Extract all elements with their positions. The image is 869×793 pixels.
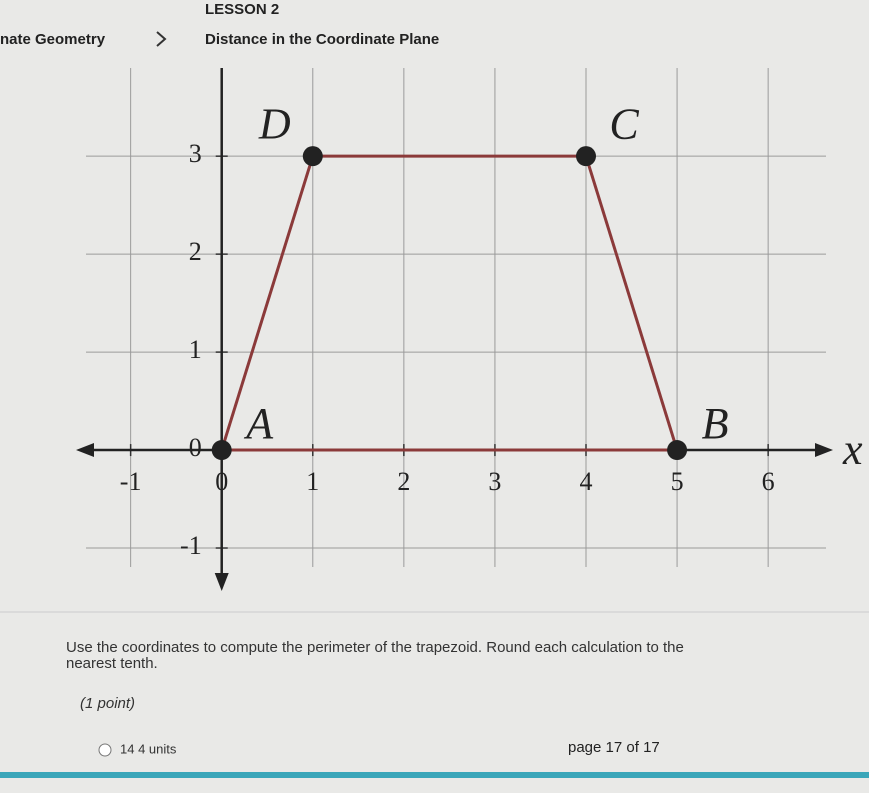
question-text: Use the coordinates to compute the perim… bbox=[66, 639, 684, 656]
x-tick-label: 4 bbox=[580, 467, 593, 496]
polygon-edge bbox=[220, 155, 315, 451]
point-label: A bbox=[243, 399, 274, 448]
x-tick-label: 5 bbox=[671, 467, 684, 496]
points: (1 point) bbox=[80, 695, 135, 712]
point-label: C bbox=[609, 99, 639, 148]
x-tick-label: 2 bbox=[397, 467, 410, 496]
axis-arrow bbox=[214, 573, 229, 591]
question-text: nearest tenth. bbox=[66, 655, 158, 672]
radio-button[interactable] bbox=[98, 743, 112, 757]
point bbox=[302, 146, 323, 167]
y-tick-label: -1 bbox=[180, 531, 202, 560]
point bbox=[667, 440, 688, 461]
axis-arrow bbox=[815, 443, 833, 458]
point-label: D bbox=[258, 99, 291, 148]
page-indicator: page 17 of 17 bbox=[568, 739, 660, 756]
x-tick-label: 1 bbox=[306, 467, 319, 496]
x-tick-label: -1 bbox=[120, 467, 142, 496]
chevron bbox=[156, 31, 167, 47]
y-tick-label: 2 bbox=[189, 237, 202, 266]
point bbox=[211, 440, 232, 461]
x-tick-label: 3 bbox=[488, 467, 501, 496]
x-axis-label: x bbox=[842, 425, 863, 474]
lesson-label: LESSON 2 bbox=[205, 1, 279, 18]
point-label: B bbox=[702, 399, 729, 448]
y-tick-label: 0 bbox=[189, 433, 202, 462]
breadcrumb[interactable]: nate Geometry bbox=[0, 31, 106, 48]
x-tick-label: 6 bbox=[762, 467, 775, 496]
y-tick-label: 3 bbox=[189, 139, 202, 168]
polygon-edge bbox=[584, 155, 679, 451]
y-tick-label: 1 bbox=[189, 335, 202, 364]
axis-arrow bbox=[76, 443, 94, 458]
point bbox=[576, 146, 596, 167]
lesson-title: Distance in the Coordinate Plane bbox=[205, 31, 439, 48]
answer-option[interactable]: 14 4 units bbox=[120, 741, 177, 756]
progress-bar bbox=[0, 772, 869, 778]
